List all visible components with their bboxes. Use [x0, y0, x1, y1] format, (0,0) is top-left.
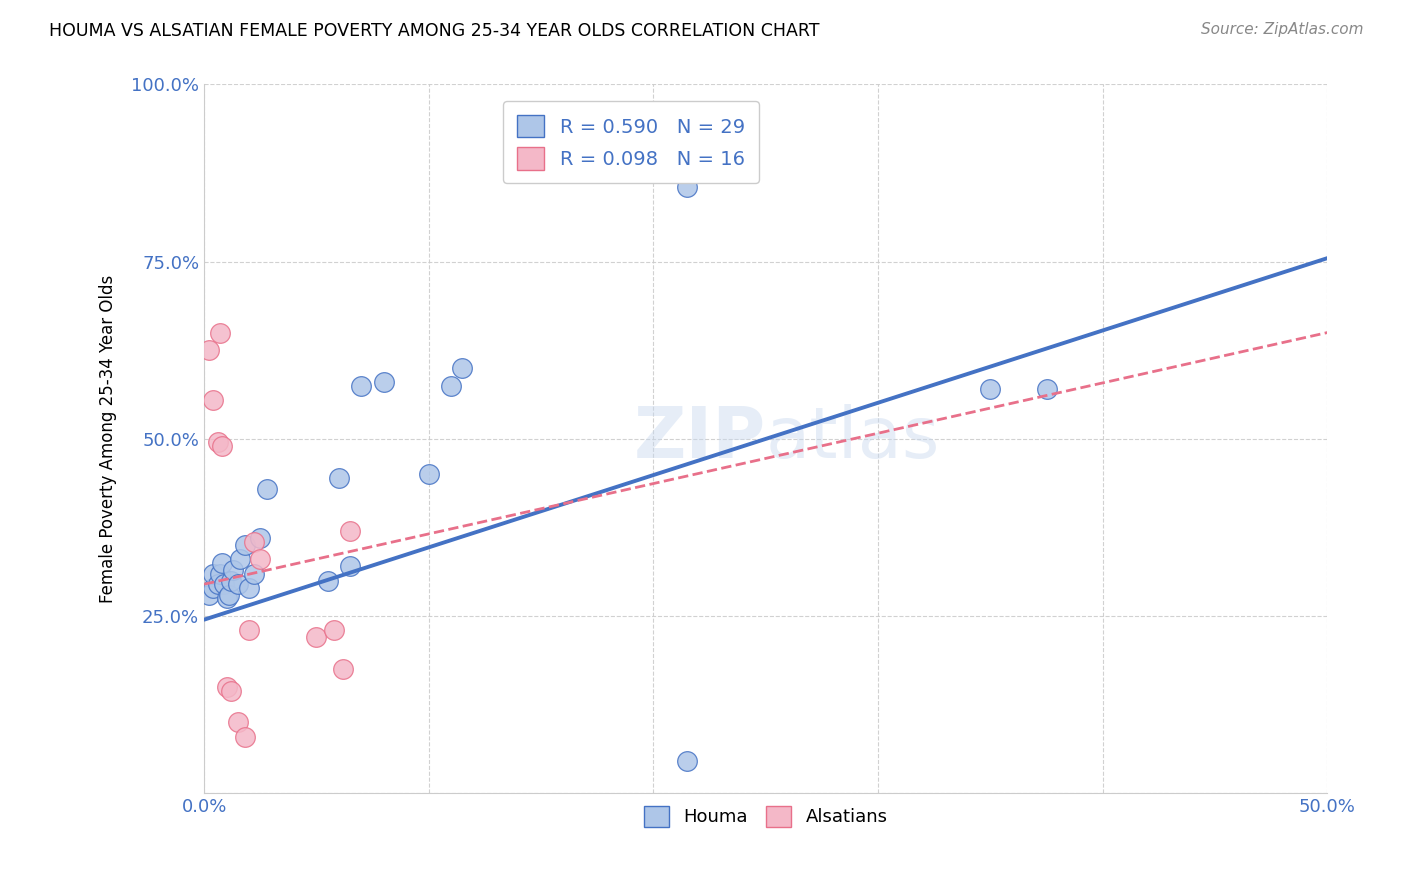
Point — [233, 730, 256, 744]
Point — [339, 559, 361, 574]
Point — [249, 552, 271, 566]
Point — [207, 435, 229, 450]
Point — [233, 538, 256, 552]
Point — [256, 482, 278, 496]
Point — [316, 574, 339, 588]
Point — [332, 662, 354, 676]
Point — [229, 552, 252, 566]
Point — [305, 631, 328, 645]
Legend: Houma, Alsatians: Houma, Alsatians — [637, 798, 896, 834]
Point — [242, 566, 264, 581]
Point — [249, 531, 271, 545]
Point — [979, 382, 1001, 396]
Point — [440, 378, 463, 392]
Point — [202, 581, 225, 595]
Point — [202, 566, 225, 581]
Point — [328, 471, 350, 485]
Text: atlas: atlas — [766, 404, 941, 474]
Point — [218, 588, 240, 602]
Point — [197, 588, 219, 602]
Point — [219, 574, 242, 588]
Text: ZIP: ZIP — [634, 404, 766, 474]
Point — [242, 534, 264, 549]
Point — [226, 715, 249, 730]
Point — [1035, 382, 1057, 396]
Point — [207, 577, 229, 591]
Point — [222, 563, 245, 577]
Point — [323, 624, 346, 638]
Y-axis label: Female Poverty Among 25-34 Year Olds: Female Poverty Among 25-34 Year Olds — [100, 275, 117, 603]
Point — [339, 524, 361, 538]
Point — [202, 392, 225, 407]
Point — [214, 577, 236, 591]
Point — [373, 375, 395, 389]
Point — [238, 624, 260, 638]
Point — [226, 577, 249, 591]
Point — [215, 680, 238, 694]
Point — [418, 467, 440, 482]
Point — [197, 343, 219, 358]
Point — [208, 566, 231, 581]
Text: HOUMA VS ALSATIAN FEMALE POVERTY AMONG 25-34 YEAR OLDS CORRELATION CHART: HOUMA VS ALSATIAN FEMALE POVERTY AMONG 2… — [49, 22, 820, 40]
Point — [215, 591, 238, 606]
Point — [676, 180, 699, 194]
Point — [676, 755, 699, 769]
Point — [238, 581, 260, 595]
Point — [211, 556, 233, 570]
Point — [211, 439, 233, 453]
Point — [208, 326, 231, 340]
Point — [350, 378, 373, 392]
Text: Source: ZipAtlas.com: Source: ZipAtlas.com — [1201, 22, 1364, 37]
Point — [451, 361, 474, 376]
Point — [219, 683, 242, 698]
